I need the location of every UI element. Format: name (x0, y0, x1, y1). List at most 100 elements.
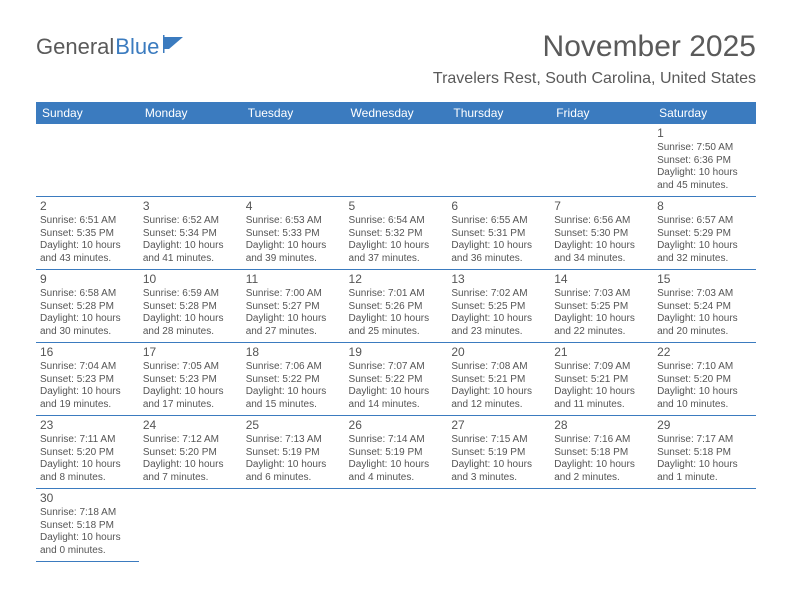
day-number: 19 (349, 345, 444, 360)
calendar-row: 9Sunrise: 6:58 AMSunset: 5:28 PMDaylight… (36, 270, 756, 343)
day-info-line: Sunset: 5:19 PM (349, 447, 444, 460)
day-info: Sunrise: 7:06 AMSunset: 5:22 PMDaylight:… (246, 361, 341, 411)
day-info-line: Sunrise: 7:17 AM (657, 434, 752, 447)
calendar-cell (345, 124, 448, 197)
calendar-row: 2Sunrise: 6:51 AMSunset: 5:35 PMDaylight… (36, 197, 756, 270)
day-number: 25 (246, 418, 341, 433)
calendar-cell: 21Sunrise: 7:09 AMSunset: 5:21 PMDayligh… (550, 343, 653, 416)
calendar-cell: 14Sunrise: 7:03 AMSunset: 5:25 PMDayligh… (550, 270, 653, 343)
calendar-cell (139, 489, 242, 562)
day-info: Sunrise: 7:17 AMSunset: 5:18 PMDaylight:… (657, 434, 752, 484)
day-info-line: Sunset: 5:21 PM (451, 374, 546, 387)
calendar-cell: 11Sunrise: 7:00 AMSunset: 5:27 PMDayligh… (242, 270, 345, 343)
calendar-cell: 19Sunrise: 7:07 AMSunset: 5:22 PMDayligh… (345, 343, 448, 416)
day-info-line: Sunrise: 7:09 AM (554, 361, 649, 374)
day-info-line: Sunset: 5:19 PM (451, 447, 546, 460)
day-info-line: Sunset: 5:27 PM (246, 301, 341, 314)
calendar-cell (447, 124, 550, 197)
day-info: Sunrise: 6:59 AMSunset: 5:28 PMDaylight:… (143, 288, 238, 338)
calendar-cell (345, 489, 448, 562)
day-number: 30 (40, 491, 135, 506)
day-info-line: Sunrise: 6:57 AM (657, 215, 752, 228)
day-info-line: Sunset: 5:19 PM (246, 447, 341, 460)
day-info-line: and 25 minutes. (349, 326, 444, 339)
calendar-row: 30Sunrise: 7:18 AMSunset: 5:18 PMDayligh… (36, 489, 756, 562)
day-info-line: Daylight: 10 hours (349, 313, 444, 326)
day-info: Sunrise: 7:03 AMSunset: 5:25 PMDaylight:… (554, 288, 649, 338)
day-info-line: Sunset: 5:25 PM (451, 301, 546, 314)
day-info-line: Sunset: 5:33 PM (246, 228, 341, 241)
calendar-cell: 6Sunrise: 6:55 AMSunset: 5:31 PMDaylight… (447, 197, 550, 270)
calendar-cell: 13Sunrise: 7:02 AMSunset: 5:25 PMDayligh… (447, 270, 550, 343)
calendar-row: 23Sunrise: 7:11 AMSunset: 5:20 PMDayligh… (36, 416, 756, 489)
logo-word2: Blue (115, 34, 159, 60)
day-info-line: Sunset: 5:18 PM (40, 520, 135, 533)
dayhead-mon: Monday (139, 102, 242, 124)
day-info: Sunrise: 7:02 AMSunset: 5:25 PMDaylight:… (451, 288, 546, 338)
day-info: Sunrise: 7:01 AMSunset: 5:26 PMDaylight:… (349, 288, 444, 338)
day-number: 24 (143, 418, 238, 433)
day-info-line: Sunset: 5:25 PM (554, 301, 649, 314)
day-info-line: Sunrise: 7:01 AM (349, 288, 444, 301)
title-block: November 2025 Travelers Rest, South Caro… (433, 30, 756, 88)
day-info-line: Sunset: 5:30 PM (554, 228, 649, 241)
day-info-line: Daylight: 10 hours (554, 459, 649, 472)
calendar-cell: 26Sunrise: 7:14 AMSunset: 5:19 PMDayligh… (345, 416, 448, 489)
day-info: Sunrise: 7:07 AMSunset: 5:22 PMDaylight:… (349, 361, 444, 411)
day-info-line: Sunrise: 6:53 AM (246, 215, 341, 228)
dayhead-sun: Sunday (36, 102, 139, 124)
calendar-cell: 27Sunrise: 7:15 AMSunset: 5:19 PMDayligh… (447, 416, 550, 489)
day-info-line: Sunset: 5:23 PM (143, 374, 238, 387)
day-info-line: and 27 minutes. (246, 326, 341, 339)
day-info-line: and 14 minutes. (349, 399, 444, 412)
day-info-line: Daylight: 10 hours (40, 240, 135, 253)
calendar-row: 1Sunrise: 7:50 AMSunset: 6:36 PMDaylight… (36, 124, 756, 197)
day-info-line: Sunset: 5:18 PM (657, 447, 752, 460)
day-info-line: Sunrise: 6:59 AM (143, 288, 238, 301)
day-info-line: Daylight: 10 hours (451, 386, 546, 399)
day-info: Sunrise: 6:51 AMSunset: 5:35 PMDaylight:… (40, 215, 135, 265)
calendar-cell: 17Sunrise: 7:05 AMSunset: 5:23 PMDayligh… (139, 343, 242, 416)
calendar-cell: 1Sunrise: 7:50 AMSunset: 6:36 PMDaylight… (653, 124, 756, 197)
day-number: 10 (143, 272, 238, 287)
day-number: 27 (451, 418, 546, 433)
day-info-line: and 7 minutes. (143, 472, 238, 485)
calendar-cell: 10Sunrise: 6:59 AMSunset: 5:28 PMDayligh… (139, 270, 242, 343)
day-info-line: Daylight: 10 hours (40, 313, 135, 326)
day-number: 4 (246, 199, 341, 214)
day-info: Sunrise: 7:12 AMSunset: 5:20 PMDaylight:… (143, 434, 238, 484)
dayhead-wed: Wednesday (345, 102, 448, 124)
day-info-line: Daylight: 10 hours (554, 386, 649, 399)
day-number: 28 (554, 418, 649, 433)
day-number: 23 (40, 418, 135, 433)
day-info-line: Daylight: 10 hours (657, 240, 752, 253)
day-number: 21 (554, 345, 649, 360)
location-text: Travelers Rest, South Carolina, United S… (433, 70, 756, 88)
day-info-line: and 41 minutes. (143, 253, 238, 266)
calendar-cell: 28Sunrise: 7:16 AMSunset: 5:18 PMDayligh… (550, 416, 653, 489)
logo-word1: General (36, 34, 114, 60)
day-info: Sunrise: 6:53 AMSunset: 5:33 PMDaylight:… (246, 215, 341, 265)
day-info: Sunrise: 6:57 AMSunset: 5:29 PMDaylight:… (657, 215, 752, 265)
calendar-cell: 18Sunrise: 7:06 AMSunset: 5:22 PMDayligh… (242, 343, 345, 416)
day-info-line: Sunset: 5:28 PM (143, 301, 238, 314)
day-number: 14 (554, 272, 649, 287)
day-info-line: Sunset: 5:28 PM (40, 301, 135, 314)
day-info-line: Sunset: 5:23 PM (40, 374, 135, 387)
calendar-cell (550, 124, 653, 197)
day-info-line: Daylight: 10 hours (40, 386, 135, 399)
day-number: 9 (40, 272, 135, 287)
calendar-cell: 30Sunrise: 7:18 AMSunset: 5:18 PMDayligh… (36, 489, 139, 562)
day-info-line: and 23 minutes. (451, 326, 546, 339)
day-info: Sunrise: 7:10 AMSunset: 5:20 PMDaylight:… (657, 361, 752, 411)
day-info-line: Sunset: 5:35 PM (40, 228, 135, 241)
day-info-line: Sunset: 5:21 PM (554, 374, 649, 387)
day-number: 17 (143, 345, 238, 360)
day-info-line: Sunrise: 7:12 AM (143, 434, 238, 447)
day-info: Sunrise: 7:11 AMSunset: 5:20 PMDaylight:… (40, 434, 135, 484)
day-info-line: Daylight: 10 hours (246, 459, 341, 472)
day-number: 29 (657, 418, 752, 433)
calendar-cell: 4Sunrise: 6:53 AMSunset: 5:33 PMDaylight… (242, 197, 345, 270)
day-info-line: Sunrise: 6:56 AM (554, 215, 649, 228)
day-info-line: and 4 minutes. (349, 472, 444, 485)
